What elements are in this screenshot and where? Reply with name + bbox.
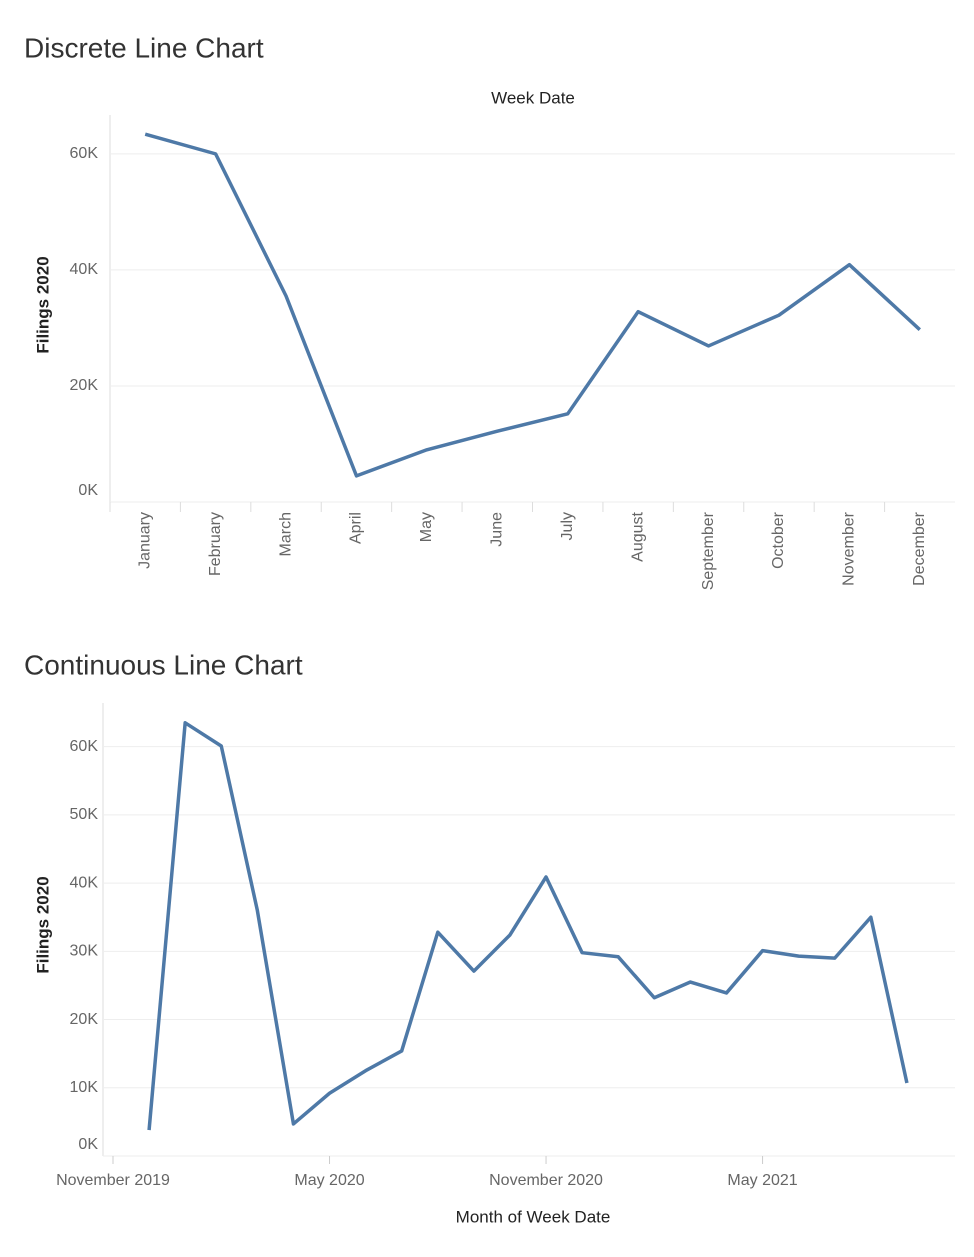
y-tick-label: 0K [78,1136,98,1153]
x-tick-label: January [136,512,153,569]
x-axis-title: Week Date [491,88,575,107]
x-tick-label: December [911,511,928,585]
y-axis-title: Filings 2020 [33,876,52,973]
x-tick-label: September [700,511,717,590]
y-tick-label: 40K [70,261,99,278]
x-tick-label: August [629,511,646,561]
x-tick-label: March [277,512,294,556]
y-tick-label: 10K [70,1079,99,1096]
y-tick-label: 40K [70,874,99,891]
x-tick-label: February [207,512,224,576]
y-tick-label: 50K [70,806,99,823]
x-tick-label: May [418,512,435,542]
y-tick-label: 30K [70,943,99,960]
chart-title: Discrete Line Chart [24,32,264,63]
chart-title: Continuous Line Chart [24,649,303,680]
x-tick-label: June [489,512,506,547]
y-tick-label: 0K [78,482,98,499]
x-tick-label: April [348,512,365,544]
y-axis-title: Filings 2020 [33,256,52,353]
y-tick-label: 60K [70,145,99,162]
y-tick-label: 20K [70,1011,99,1028]
data-line [144,132,921,478]
y-tick-label: 60K [70,738,99,755]
x-tick-label: November [841,511,858,585]
x-tick-label: May 2020 [294,1172,364,1189]
x-tick-label: November 2019 [56,1172,170,1189]
x-tick-label: May 2021 [727,1172,797,1189]
y-tick-label: 20K [70,377,99,394]
x-axis-title: Month of Week Date [456,1207,611,1226]
x-tick-label: November 2020 [489,1172,603,1189]
x-tick-label: July [559,512,576,540]
x-tick-label: October [770,511,787,569]
data-line [147,721,909,1131]
